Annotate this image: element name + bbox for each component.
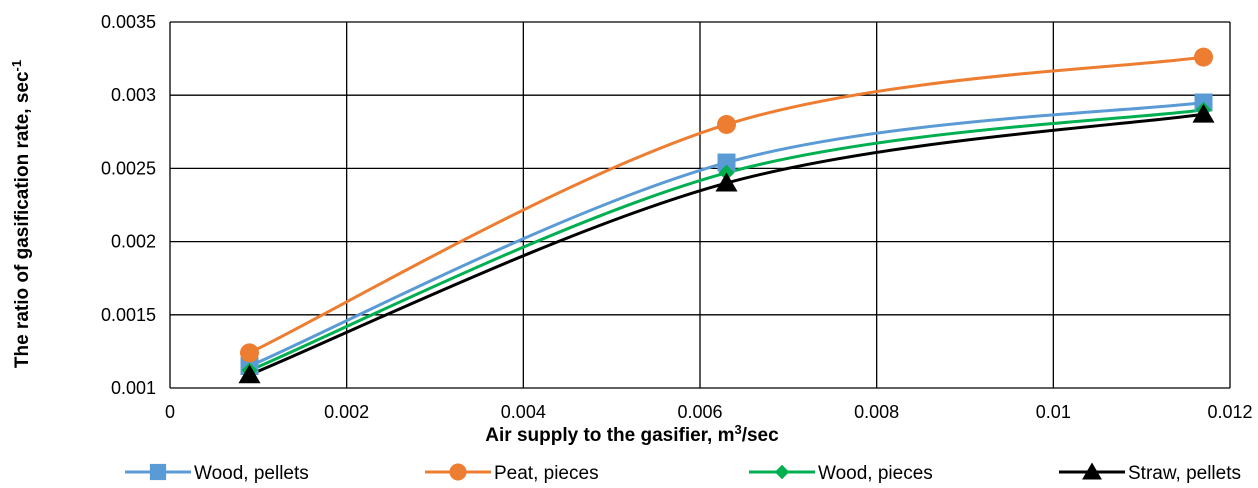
data-point-marker	[717, 153, 736, 172]
x-tick-label: 0.004	[501, 402, 546, 422]
legend-item: Peat, pieces	[425, 463, 599, 484]
data-point-marker	[717, 114, 736, 134]
series-line	[248, 101, 1204, 368]
data-point-marker	[240, 343, 259, 363]
y-axis-title-main: The ratio of gasification rate, sec	[12, 71, 33, 368]
x-axis-title-main: Air supply to the gasifier, m	[485, 425, 734, 446]
x-tick-label: 0.012	[1207, 402, 1252, 422]
series-line	[248, 112, 1204, 377]
data-point-marker	[1192, 103, 1215, 123]
legend-swatch-marker	[149, 463, 167, 481]
series-line	[248, 108, 1204, 372]
y-axis-title: The ratio of gasification rate, sec-1	[9, 60, 33, 368]
legend-item: Wood, pellets	[125, 463, 309, 484]
x-axis-title-sup: 3	[734, 422, 741, 437]
legend-label: Peat, pieces	[494, 463, 599, 484]
data-point-marker	[1194, 47, 1213, 67]
series-line	[248, 55, 1204, 355]
legend-item: Straw, pellets	[1059, 462, 1241, 484]
legend-swatch-marker	[774, 464, 790, 480]
y-tick-label: 0.001	[111, 378, 156, 398]
legend-swatch-marker	[449, 463, 467, 481]
legend: Wood, pellets Peat, pieces Wood, pieces Str…	[125, 462, 1241, 484]
x-tick-label: 0	[165, 402, 175, 422]
data-point-marker	[715, 172, 738, 192]
x-tick-label: 0.008	[854, 402, 899, 422]
y-tick-label: 0.0015	[101, 305, 156, 325]
x-tick-label: 0.002	[324, 402, 369, 422]
legend-label: Straw, pellets	[1128, 463, 1241, 484]
legend-label: Wood, pieces	[818, 463, 933, 484]
legend-item: Wood, pieces	[749, 463, 933, 484]
legend-swatch-marker	[1082, 462, 1102, 480]
y-tick-label: 0.0025	[101, 158, 156, 178]
grid	[169, 21, 1231, 389]
y-tick-label: 0.0035	[101, 12, 156, 32]
x-tick-label: 0.006	[677, 402, 722, 422]
series-lines	[248, 55, 1204, 377]
x-axis-title: Air supply to the gasifier, m3/sec	[485, 422, 779, 446]
tick-labels: 0 0.002 0.004 0.006 0.008 0.01 0.012 0.001 0.001…	[101, 12, 1253, 422]
y-tick-label: 0.003	[111, 85, 156, 105]
series-markers	[238, 47, 1215, 384]
legend-label: Wood, pellets	[194, 463, 309, 484]
x-tick-label: 0.01	[1036, 402, 1071, 422]
y-axis-title-sup: -1	[9, 60, 24, 72]
y-tick-label: 0.002	[111, 232, 156, 252]
x-axis-title-tail: /sec	[742, 425, 779, 446]
data-point-marker	[238, 364, 261, 384]
